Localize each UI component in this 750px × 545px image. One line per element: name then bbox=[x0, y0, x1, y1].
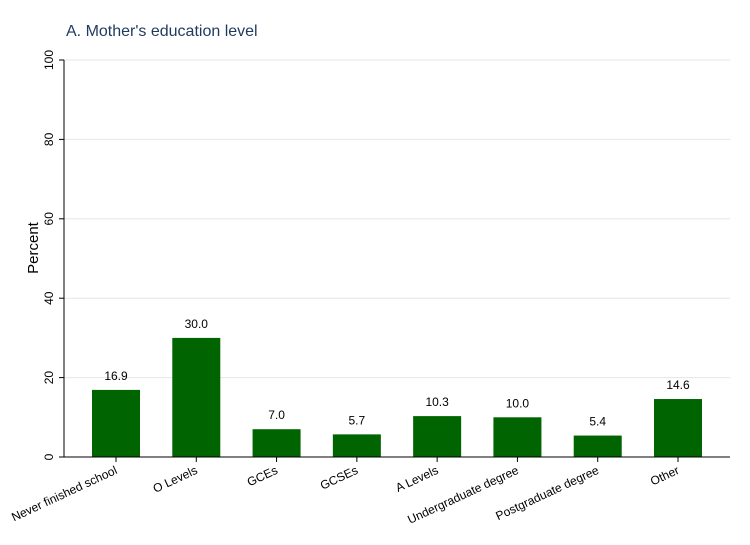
y-tick-label: 100 bbox=[42, 50, 56, 70]
y-tick-label: 60 bbox=[42, 212, 56, 226]
bar bbox=[493, 417, 542, 457]
bar bbox=[252, 429, 301, 457]
bar bbox=[413, 416, 462, 457]
y-tick-label: 20 bbox=[42, 371, 56, 385]
y-tick-label: 80 bbox=[42, 132, 56, 146]
x-tick-label: GCEs bbox=[245, 463, 280, 489]
x-tick-label: O Levels bbox=[151, 463, 200, 496]
bar bbox=[332, 434, 381, 457]
data-label: 10.0 bbox=[506, 396, 530, 410]
y-tick-label: 0 bbox=[42, 453, 56, 460]
x-tick-label: Other bbox=[648, 463, 681, 488]
bar bbox=[573, 435, 622, 457]
y-axis-ticks: 0 20 40 60 80 100 bbox=[42, 50, 64, 460]
chart-title: A. Mother's education level bbox=[66, 23, 258, 40]
bars bbox=[92, 337, 702, 457]
data-label: 7.0 bbox=[268, 408, 285, 422]
data-labels: 16.9 30.0 7.0 5.7 10.3 10.0 5.4 14.6 bbox=[104, 317, 690, 429]
data-label: 30.0 bbox=[185, 317, 209, 331]
bar bbox=[654, 399, 702, 457]
data-label: 16.9 bbox=[104, 369, 128, 383]
bar bbox=[92, 389, 140, 457]
data-label: 10.3 bbox=[425, 395, 449, 409]
x-tick-label: Never finished school bbox=[9, 463, 119, 524]
x-tick-label: A Levels bbox=[393, 463, 440, 495]
data-label: 5.7 bbox=[349, 413, 366, 427]
x-tick-label: GCSEs bbox=[318, 463, 360, 493]
data-label: 5.4 bbox=[589, 415, 606, 429]
y-tick-label: 40 bbox=[42, 291, 56, 305]
bar bbox=[172, 337, 221, 457]
data-label: 14.6 bbox=[666, 378, 690, 392]
x-axis-ticks: Never finished school O Levels GCEs GCSEs A … bbox=[9, 457, 681, 527]
y-axis-label: Percent bbox=[25, 221, 42, 274]
gridlines bbox=[64, 59, 730, 379]
